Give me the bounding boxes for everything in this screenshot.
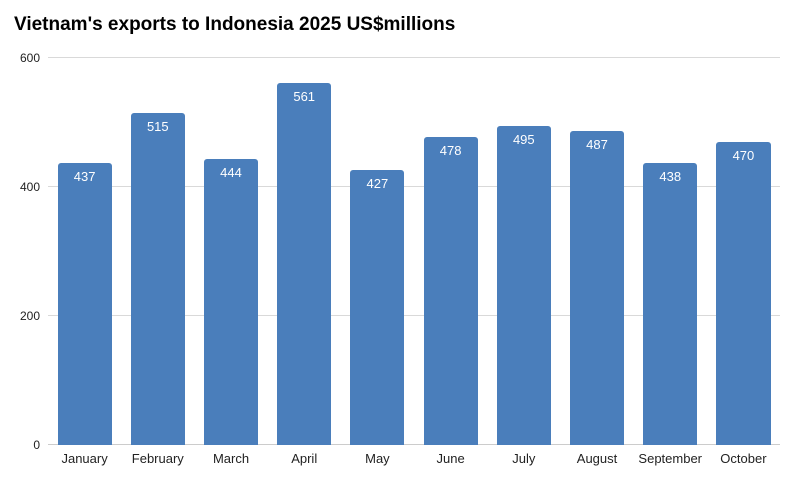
x-tick-label-march: March [212, 451, 250, 466]
bar-cell: 478 [414, 58, 487, 445]
bar-value-label: 487 [586, 136, 608, 152]
bar-value-label: 495 [512, 131, 535, 147]
gridline [48, 444, 780, 445]
bar-value-label: 515 [146, 118, 169, 134]
bar-july: 495 [496, 125, 551, 445]
gridline [48, 57, 780, 58]
bar-october: 470 [716, 141, 771, 445]
chart-title: Vietnam's exports to Indonesia 2025 US$m… [14, 14, 456, 35]
bar-value-label: 427 [366, 175, 389, 191]
x-tick-label-january: January [61, 451, 108, 466]
gridline [48, 315, 780, 317]
bar-cell: 495 [487, 58, 560, 445]
y-tick-label: 0 [33, 438, 40, 452]
bar-may: 427 [350, 169, 405, 445]
gridline [48, 186, 780, 188]
y-tick-label: 200 [19, 309, 40, 324]
bar-cell: 515 [121, 58, 194, 445]
bar-cell: 437 [48, 58, 121, 445]
bar-cell: 427 [341, 58, 414, 445]
bar-value-label: 561 [293, 89, 316, 105]
x-tick-label-april: April [291, 451, 318, 466]
x-tick-label-february: February [131, 451, 184, 466]
plot-area: 0 200 400 600 437 515 444 561 427 478 495 487 438 47… [20, 51, 780, 452]
bar-cell: 438 [634, 58, 707, 445]
bar-cell: 444 [194, 58, 267, 445]
x-tick-label-october: October [720, 451, 767, 466]
bar-august: 487 [569, 130, 625, 445]
y-tick-label: 400 [19, 180, 40, 195]
bar-value-label: 444 [220, 164, 242, 180]
bar-january: 437 [57, 163, 112, 445]
x-tick-label-july: July [512, 451, 536, 466]
x-tick-label-may: May [365, 451, 390, 466]
bar-cell: 487 [560, 58, 633, 445]
x-axis-labels: January February March April May June July Augu… [48, 451, 780, 466]
bar-february: 515 [130, 112, 185, 445]
bar-value-label: 478 [439, 142, 462, 158]
bar-value-label: 438 [659, 168, 682, 184]
x-tick-label-june: June [436, 451, 465, 466]
bar-cell: 470 [707, 58, 780, 445]
bar-value-label: 470 [732, 147, 755, 163]
y-tick-label: 600 [19, 51, 40, 65]
bar-march: 444 [203, 158, 259, 445]
bar-june: 478 [423, 136, 478, 445]
bar-april: 561 [277, 83, 332, 445]
bar-september: 438 [643, 162, 698, 445]
x-tick-label-august: August [576, 451, 618, 466]
bars-container: 437 515 444 561 427 478 495 487 438 470 [48, 58, 780, 445]
bar-cell: 561 [268, 58, 341, 445]
x-tick-label-september: September [638, 451, 703, 466]
bar-value-label: 437 [73, 169, 96, 185]
